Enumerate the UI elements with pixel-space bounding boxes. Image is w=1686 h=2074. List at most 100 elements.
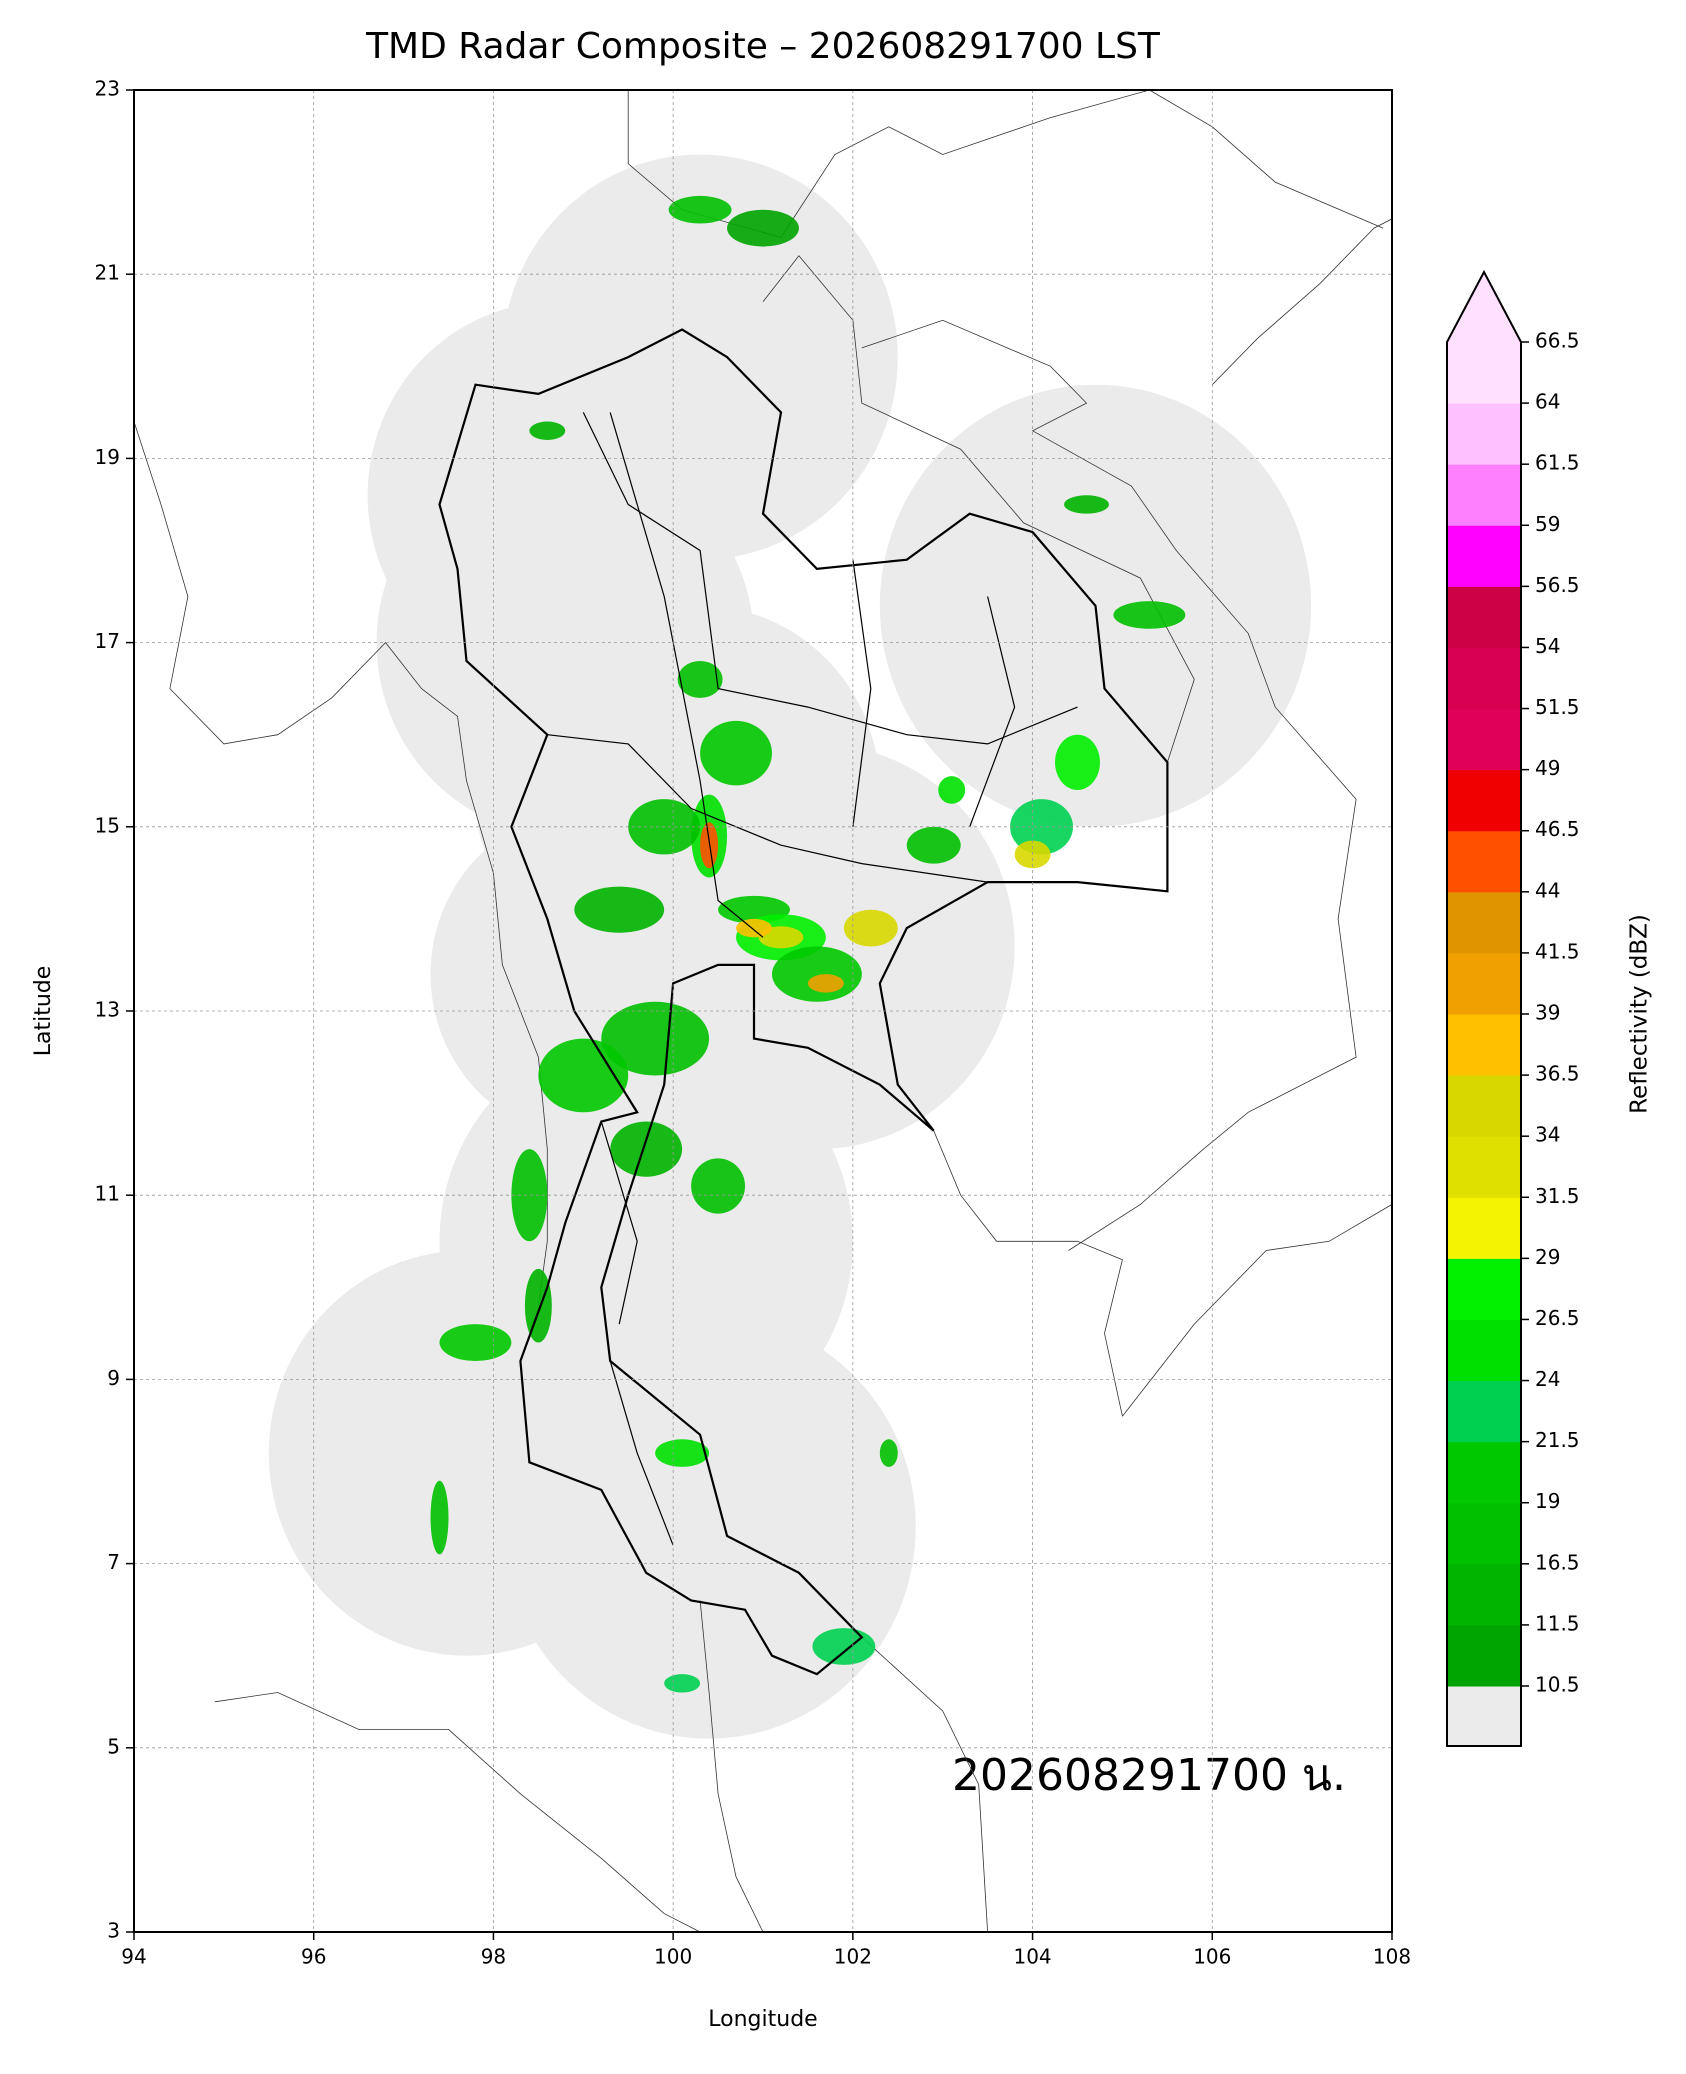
colorbar-tick-label: 49 [1535,756,1560,780]
colorbar-tick-label: 19 [1535,1489,1560,1513]
country-border [699,1600,764,1932]
radar-echo [879,1439,898,1467]
colorbar-band [1447,769,1521,832]
radar-echo [668,195,732,224]
radar-echo [727,209,799,247]
colorbar-tick-label: 10.5 [1535,1673,1580,1697]
colorbar-tick-label: 59 [1535,512,1560,536]
province-border [609,412,764,938]
colorbar-label: Reflectivity (dBZ) [1627,914,1653,1114]
province-border [600,1121,638,1325]
radar-coverage [475,651,763,947]
colorbar-band [1447,1624,1521,1687]
radar-echo [538,1038,629,1113]
colorbar-band [1447,342,1521,404]
x-tick-label: 98 [481,1945,506,1969]
country-border [1212,218,1392,385]
radar-echo [691,1158,746,1214]
country-border [762,255,1195,763]
colorbar-tick-label: 24 [1535,1367,1560,1391]
x-tick-label: 108 [1373,1945,1411,1969]
colorbar-band [1447,1014,1521,1076]
radar-echo [574,886,665,933]
y-tick-label: 7 [107,1550,120,1574]
colorbar-outline [1446,269,1522,1747]
colorbar-band [1447,708,1521,771]
radar-echo [524,1268,552,1343]
colorbar-tick-label: 39 [1535,1001,1560,1025]
colorbar-band [1447,1197,1521,1259]
y-tick-label: 15 [95,813,120,837]
country-border [1122,1204,1392,1417]
colorbar-band [1447,586,1521,648]
colorbar-band [1447,1380,1521,1443]
colorbar-tick-label: 46.5 [1535,817,1580,841]
colorbar-band [1447,1319,1521,1382]
colorbar-under [1447,1686,1521,1746]
y-tick-label: 23 [95,77,120,101]
radar-echo [812,1628,876,1665]
radar-echo [655,1439,710,1467]
colorbar-tick-label: 36.5 [1535,1062,1580,1086]
radar-echo [807,974,844,993]
colorbar-band [1447,1502,1521,1565]
country-border [627,90,1384,238]
radar-echo [1055,734,1100,790]
colorbar-band [1447,1441,1521,1504]
colorbar-tick-label: 51.5 [1535,695,1580,719]
radar-echo [610,1121,683,1177]
colorbar-band [1447,1075,1521,1137]
radar-echo [1113,601,1186,629]
map-layer [134,90,1392,1932]
radar-echo [664,1674,701,1693]
colorbar-band [1447,1563,1521,1626]
province-border [852,559,872,827]
map-content [134,90,1392,1932]
x-tick-label: 102 [834,1945,872,1969]
province-border [582,412,1078,745]
x-tick-label: 94 [121,1945,146,1969]
colorbar-tick-label: 44 [1535,878,1560,902]
colorbar-tick-label: 61.5 [1535,451,1580,475]
radar-echo [677,661,723,698]
colorbar-band [1447,403,1521,465]
x-tick-label: 106 [1193,1945,1231,1969]
colorbar-tick-label: 21.5 [1535,1428,1580,1452]
y-axis-label: Latitude [31,966,56,1057]
colorbar-band [1447,830,1521,893]
radar-echo [529,421,566,440]
colorbar-tick-label: 31.5 [1535,1184,1580,1208]
x-axis-label: Longitude [708,2007,817,2032]
plot-frame [133,89,1393,1933]
radar-echo [771,946,862,1002]
colorbar-band [1447,952,1521,1015]
chart-title: TMD Radar Composite – 202608291700 LST [365,26,1161,67]
radar-echo [601,1001,710,1076]
thailand-border [438,328,1169,1676]
radar-coverage [502,1314,916,1739]
colorbar-band [1447,1136,1521,1198]
y-tick-label: 19 [95,445,120,469]
colorbar-tick-label: 56.5 [1535,573,1580,597]
colorbar-tick-label: 64 [1535,390,1560,414]
colorbar-tick-label: 26.5 [1535,1306,1580,1330]
country-border [214,1692,701,1932]
province-border [969,596,1016,828]
colorbar-band [1447,891,1521,954]
colorbar-band [1447,1258,1521,1320]
y-tick-label: 9 [107,1366,120,1390]
radar-echo [700,720,772,786]
colorbar-band [1447,647,1521,710]
timestamp-annotation: 202608291700 น. [952,1750,1346,1801]
colorbar-band [1447,525,1521,587]
y-tick-label: 3 [107,1919,120,1943]
country-border [861,1637,988,1932]
x-tick-label: 104 [1013,1945,1051,1969]
x-tick-label: 100 [654,1945,692,1969]
colorbar-tick-label: 66.5 [1535,329,1580,353]
province-border [609,1360,674,1546]
radar-echo [938,776,966,804]
radar-echo [511,1149,548,1242]
radar-echo [1064,495,1109,514]
colorbar-tick-label: 16.5 [1535,1550,1580,1574]
